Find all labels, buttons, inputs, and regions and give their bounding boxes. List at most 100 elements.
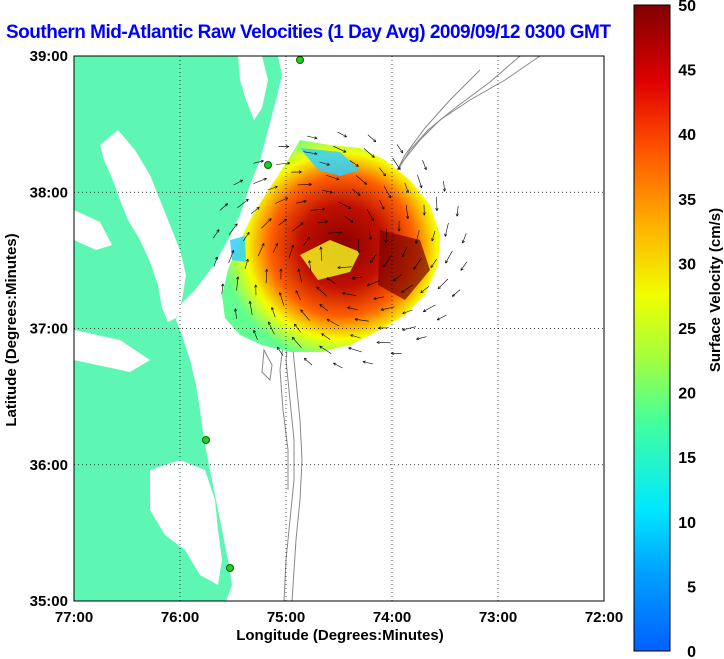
- longitude-tick-label: 73:00: [479, 609, 517, 626]
- velocity-arrow: [338, 201, 352, 209]
- velocity-arrow: [303, 236, 311, 246]
- velocity-arrow: [278, 292, 285, 306]
- colorbar-tick-label: 50: [678, 0, 696, 15]
- velocity-arrow: [228, 223, 238, 236]
- station-marker: [296, 56, 304, 64]
- velocity-arrow: [460, 261, 468, 271]
- velocity-arrow: [326, 318, 340, 327]
- velocity-arrow: [319, 246, 323, 261]
- velocity-arrow: [416, 336, 427, 341]
- velocity-arrow: [271, 306, 276, 318]
- velocity-arrow: [236, 276, 240, 291]
- longitude-ticks: 77:00 76:00 75:00 74:00 73:00 72:00: [55, 609, 623, 626]
- velocity-arrow: [257, 243, 265, 257]
- velocity-arrow: [310, 207, 325, 211]
- colorbar-tick-label: 20: [678, 386, 696, 403]
- velocity-arrows: [212, 131, 468, 369]
- x-axis-label: Longitude (Degrees:Minutes): [236, 627, 444, 644]
- velocity-arrow: [348, 347, 362, 353]
- longitude-tick-label: 75:00: [267, 609, 305, 626]
- velocity-arrow: [402, 247, 408, 258]
- velocity-arrow: [402, 309, 413, 315]
- velocity-arrow: [248, 300, 253, 315]
- velocity-arrow: [383, 185, 392, 199]
- velocity-arrow: [369, 254, 377, 264]
- velocity-arrow: [430, 258, 437, 269]
- latitude-tick-label: 37:00: [30, 321, 68, 338]
- velocity-arrow: [461, 233, 467, 244]
- colorbar: [633, 4, 671, 652]
- velocity-arrow: [253, 159, 264, 164]
- velocity-arrow: [253, 177, 267, 184]
- colorbar-tick-label: 5: [687, 579, 696, 596]
- station-marker: [226, 564, 234, 572]
- velocity-arrow: [279, 268, 283, 280]
- latitude-tick-label: 36:00: [30, 457, 68, 474]
- velocity-arrow: [354, 318, 369, 322]
- velocity-arrow: [444, 222, 449, 237]
- velocity-arrow: [435, 196, 439, 211]
- velocity-arrow: [366, 280, 381, 287]
- velocity-arrow: [234, 308, 238, 320]
- velocity-arrow: [347, 306, 358, 311]
- velocity-arrow: [405, 204, 410, 219]
- chesapeake-bay: [100, 130, 186, 322]
- velocity-arrow: [431, 230, 436, 242]
- colorbar-tick-label: 10: [678, 515, 696, 532]
- velocity-arrow: [437, 278, 449, 290]
- map-title: Southern Mid-Atlantic Raw Velocities (1 …: [6, 22, 611, 43]
- delaware-bay: [238, 56, 268, 120]
- velocity-arrow: [319, 161, 330, 166]
- velocity-arrow: [417, 174, 423, 189]
- velocity-arrow: [297, 268, 303, 283]
- velocity-arrow: [380, 306, 395, 311]
- colorbar-ticks: 0 5 10 15 20 25 30 35 40 45 50: [678, 0, 696, 659]
- velocity-arrow: [265, 268, 269, 284]
- velocity-arrow: [349, 160, 359, 167]
- velocity-arrow: [383, 255, 392, 268]
- velocity-arrow: [396, 144, 404, 154]
- velocity-arrow: [351, 276, 363, 280]
- longitude-tick-label: 72:00: [585, 609, 623, 626]
- velocity-arrow: [402, 326, 416, 331]
- velocity-arrow: [219, 203, 229, 211]
- velocity-arrow: [244, 258, 249, 270]
- velocity-arrow: [328, 230, 343, 234]
- velocity-arrow: [300, 309, 310, 321]
- velocity-arrow: [392, 274, 402, 282]
- velocity-arrow: [228, 249, 235, 264]
- velocity-arrow: [352, 188, 361, 196]
- velocity-arrow: [350, 334, 361, 339]
- latitude-tick-label: 35:00: [30, 593, 68, 610]
- velocity-arrow: [445, 250, 453, 264]
- velocity-arrow: [272, 242, 278, 253]
- y-axis-label: Latitude (Degrees:Minutes): [3, 233, 20, 426]
- longitude-tick-label: 77:00: [55, 609, 93, 626]
- velocity-arrow: [337, 131, 347, 138]
- velocity-arrow: [303, 357, 313, 366]
- velocity-arrow: [422, 304, 436, 313]
- velocity-arrow: [333, 362, 343, 369]
- velocity-arrow: [376, 340, 391, 344]
- velocity-arrow: [397, 220, 401, 232]
- velocity-arrow: [342, 292, 357, 296]
- velocity-arrow: [363, 148, 375, 158]
- velocity-arrow: [422, 204, 426, 216]
- velocity-arrow: [250, 206, 260, 214]
- velocity-field: [222, 140, 440, 352]
- velocity-arrow: [278, 145, 290, 149]
- plot-frame: [73, 55, 605, 602]
- velocity-arrow: [213, 256, 219, 267]
- velocity-arrow: [415, 230, 420, 244]
- velocity-arrow: [404, 182, 409, 194]
- colorbar-tick-label: 40: [678, 127, 696, 144]
- velocity-arrow: [326, 277, 336, 284]
- velocity-arrow: [296, 199, 307, 204]
- colorbar-tick-label: 0: [687, 644, 696, 659]
- velocity-arrow: [366, 208, 375, 222]
- velocity-arrow: [291, 170, 302, 174]
- colorbar-tick-label: 35: [678, 192, 696, 209]
- colorbar-tick-label: 45: [678, 63, 696, 80]
- velocity-arrow: [420, 286, 430, 294]
